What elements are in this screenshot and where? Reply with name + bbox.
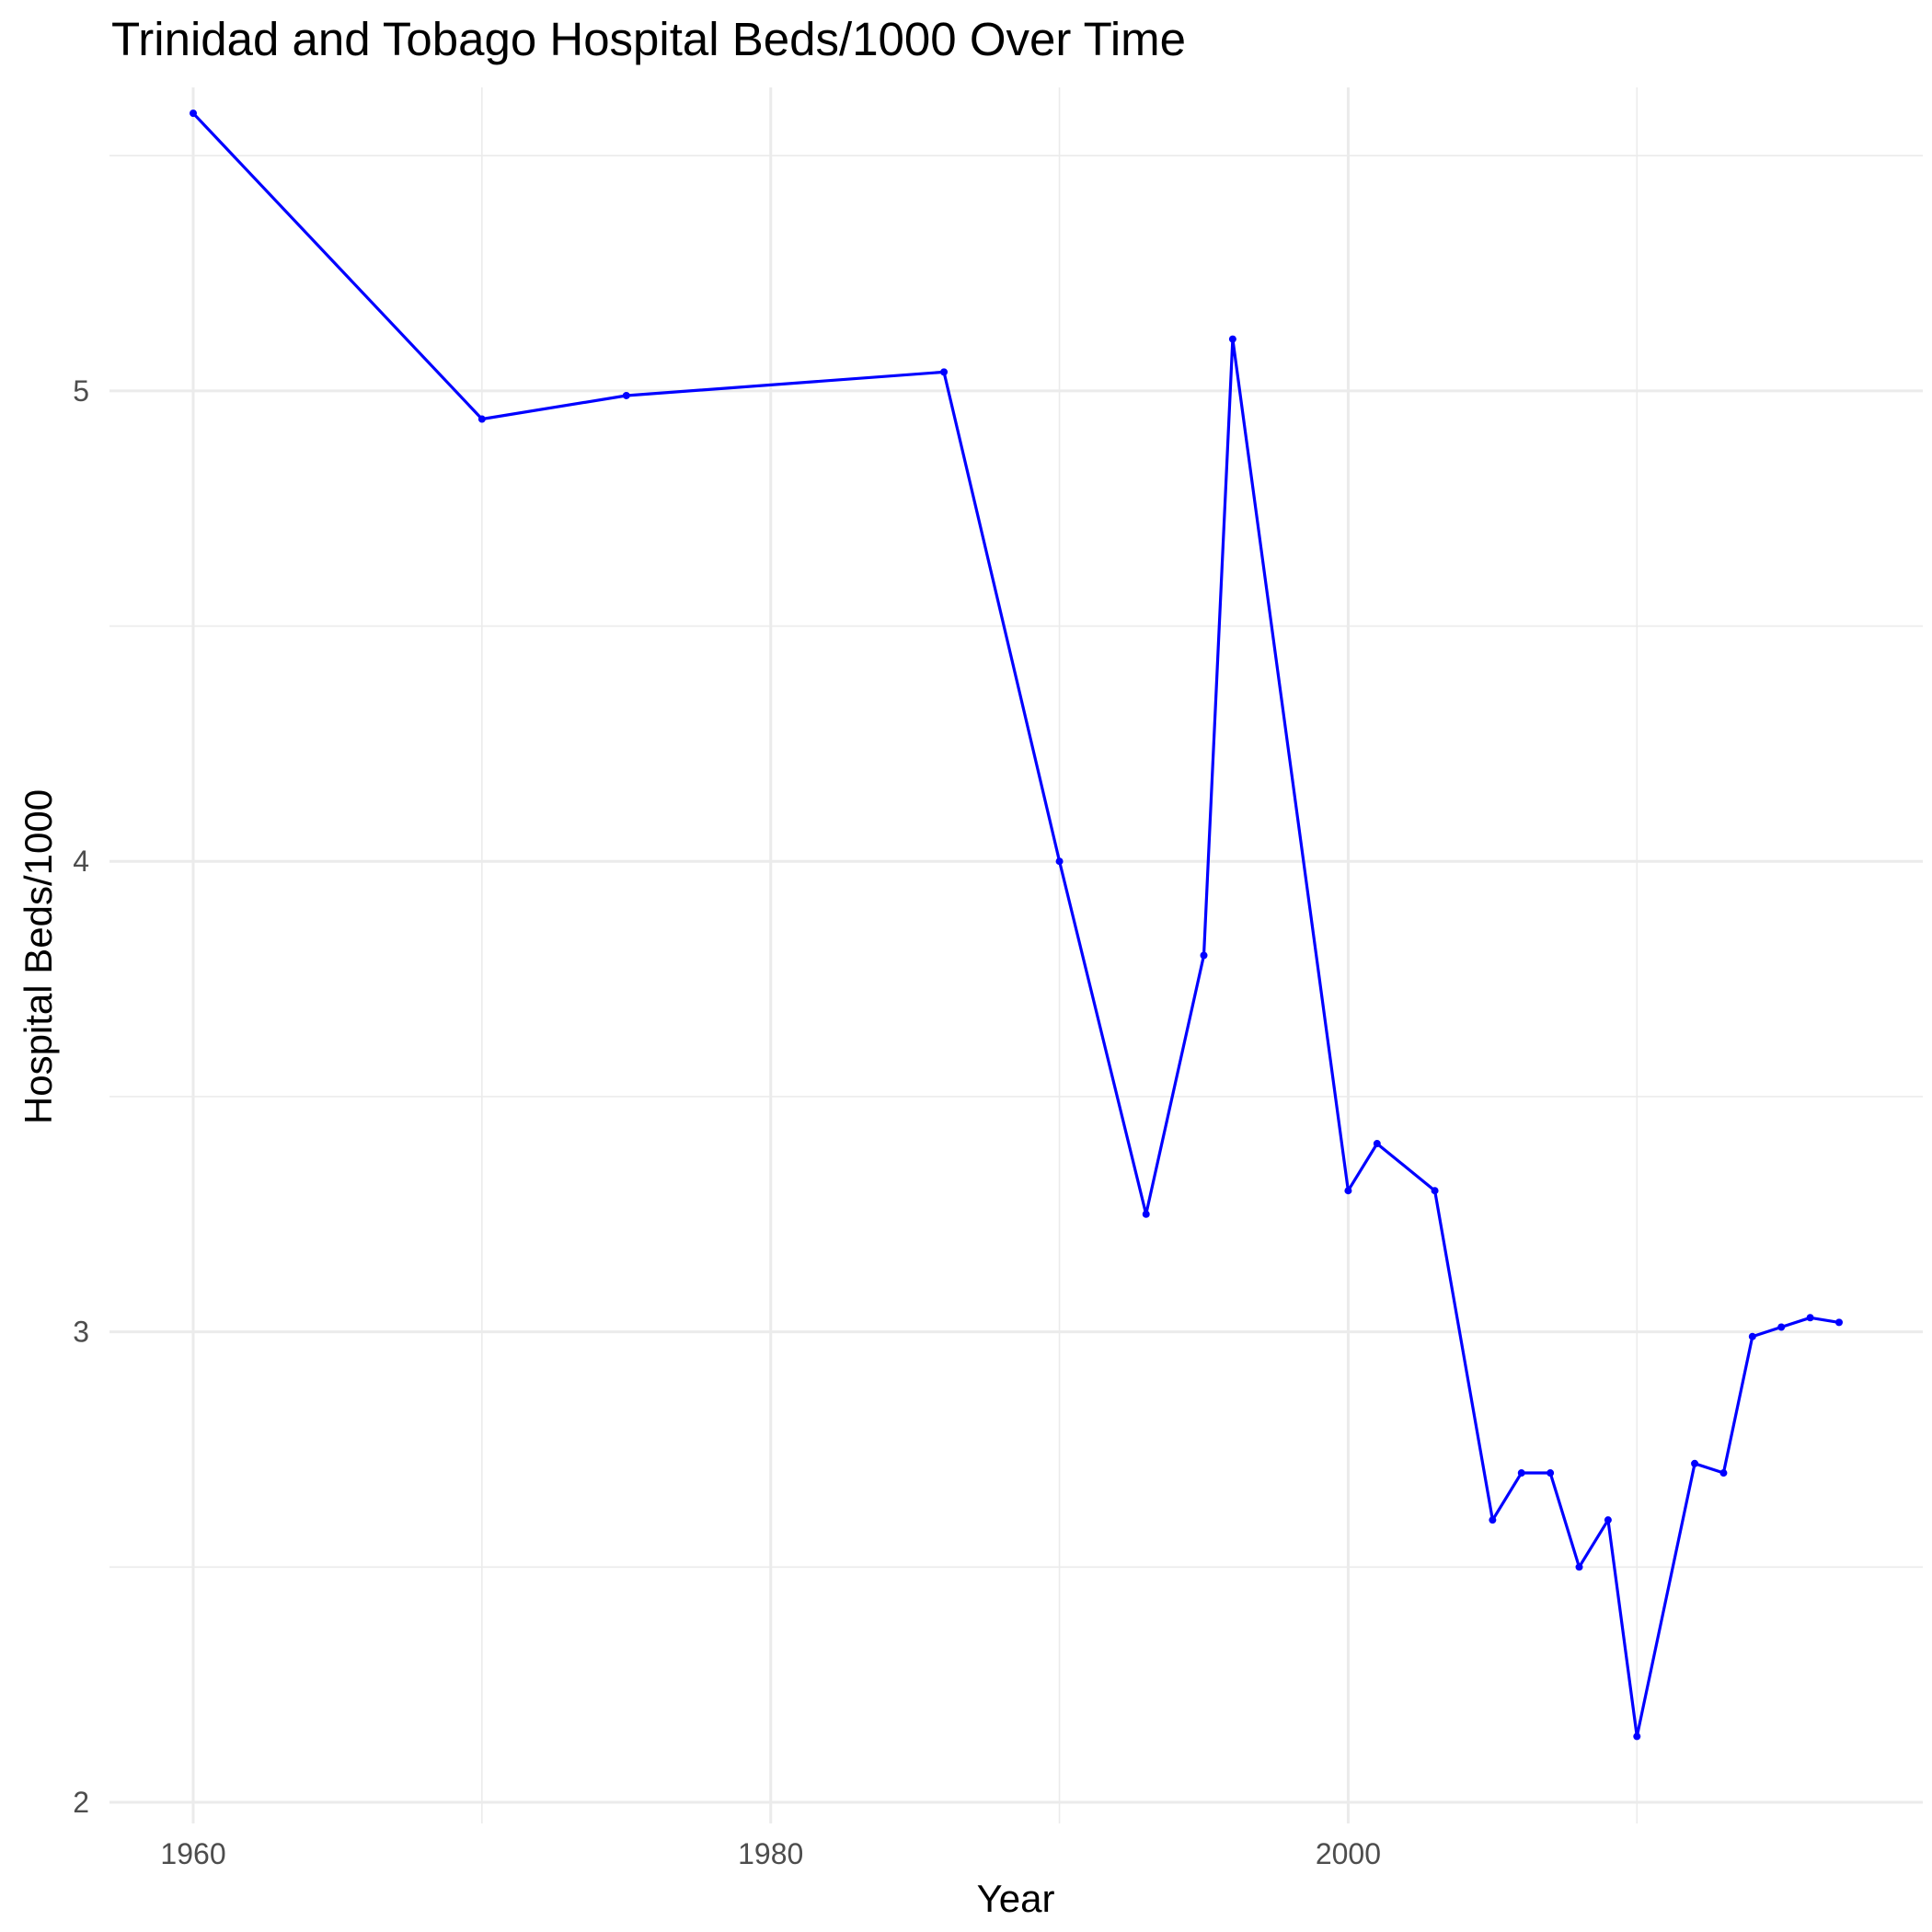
y-tick-label: 2 xyxy=(73,1786,89,1819)
data-point xyxy=(1719,1469,1728,1478)
chart-title: Trinidad and Tobago Hospital Beds/1000 O… xyxy=(111,13,1186,65)
data-point xyxy=(1200,951,1208,960)
x-axis-title: Year xyxy=(977,1877,1055,1920)
data-point xyxy=(1777,1323,1786,1331)
y-axis-title: Hospital Beds/1000 xyxy=(17,789,60,1124)
data-point xyxy=(1834,1318,1843,1327)
data-point xyxy=(1806,1314,1814,1322)
data-point xyxy=(940,368,949,376)
data-point xyxy=(1228,335,1236,343)
data-point xyxy=(1575,1563,1583,1571)
data-point xyxy=(190,109,198,118)
data-point xyxy=(1547,1469,1555,1478)
series-layer xyxy=(190,109,1843,1741)
data-point xyxy=(1344,1187,1352,1195)
data-point xyxy=(1489,1516,1497,1524)
data-point xyxy=(1604,1516,1612,1524)
x-tick-label: 2000 xyxy=(1316,1837,1381,1870)
data-point xyxy=(1517,1469,1525,1478)
data-point xyxy=(1431,1187,1439,1195)
y-tick-label: 5 xyxy=(73,374,89,408)
data-point xyxy=(622,391,630,399)
data-point xyxy=(1691,1459,1699,1467)
y-tick-label: 3 xyxy=(73,1316,89,1349)
data-point xyxy=(1748,1332,1756,1340)
data-point xyxy=(477,415,486,423)
x-tick-label: 1960 xyxy=(160,1837,225,1870)
minor-gridlines xyxy=(109,87,1923,1823)
y-tick-label: 4 xyxy=(73,845,89,878)
data-point xyxy=(1142,1210,1150,1218)
data-point xyxy=(1633,1732,1641,1741)
data-point xyxy=(1055,857,1064,866)
x-tick-label: 1980 xyxy=(738,1837,803,1870)
data-point xyxy=(1373,1140,1381,1148)
tick-labels: 1960 1980 2000 2 3 4 5 xyxy=(73,374,1381,1870)
major-gridlines xyxy=(109,87,1923,1823)
series-line xyxy=(191,111,1841,1739)
